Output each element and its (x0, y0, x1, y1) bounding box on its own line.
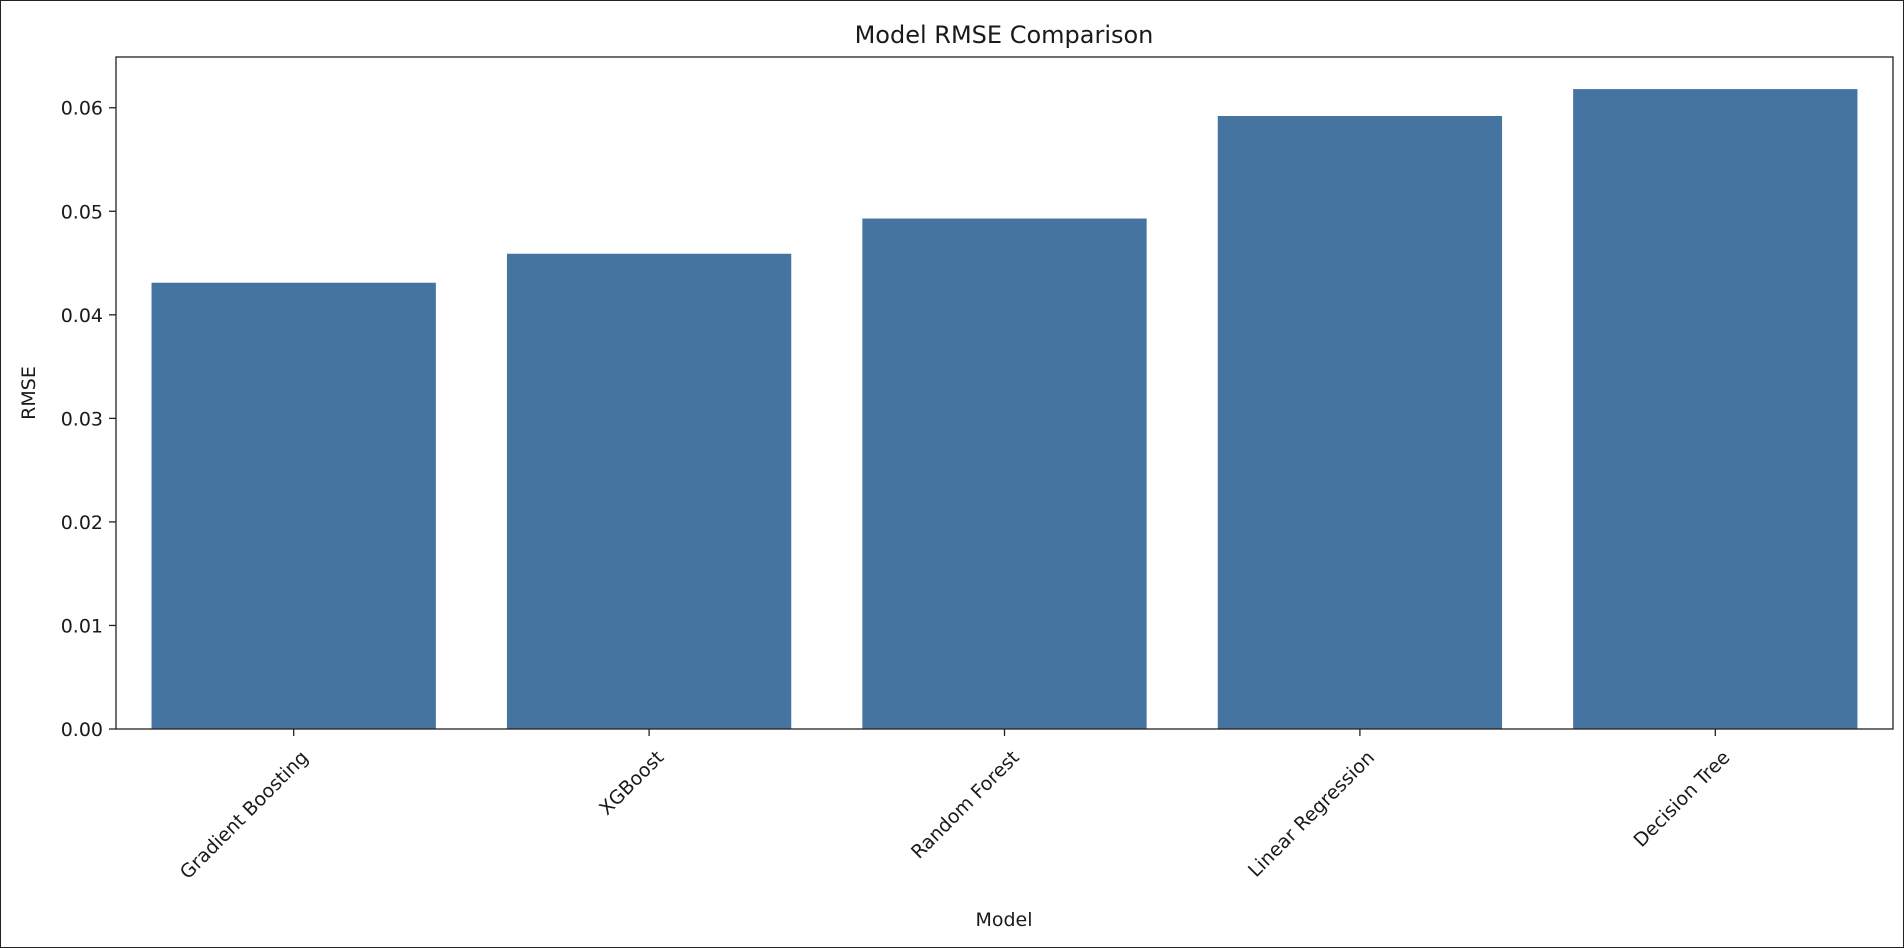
bars (151, 89, 1858, 730)
bar-gradient-boosting (151, 282, 436, 729)
bar-random-forest (862, 218, 1147, 729)
x-tick-label: Decision Tree (1629, 747, 1734, 852)
plot-area (115, 56, 1894, 730)
x-tick-label: XGBoost (595, 747, 668, 820)
y-tick-label: 0.00 (61, 719, 103, 741)
bar-decision-tree (1573, 89, 1858, 729)
x-tick-label: Gradient Boosting (176, 747, 313, 884)
x-tick-label: Random Forest (907, 747, 1024, 864)
y-tick-label: 0.01 (61, 615, 103, 637)
y-tick-label: 0.02 (61, 512, 103, 534)
y-tick-label: 0.04 (61, 305, 103, 327)
y-axis-label: RMSE (18, 366, 40, 420)
chart-title: Model RMSE Comparison (855, 21, 1154, 49)
x-tick-label: Linear Regression (1244, 747, 1379, 882)
bar-xgboost (506, 253, 792, 729)
bar-linear-regression (1217, 116, 1503, 730)
y-tick-label: 0.05 (61, 201, 103, 223)
y-tick-label: 0.06 (61, 98, 103, 120)
y-tick-label: 0.03 (61, 408, 103, 430)
x-axis-label: Model (975, 909, 1032, 931)
